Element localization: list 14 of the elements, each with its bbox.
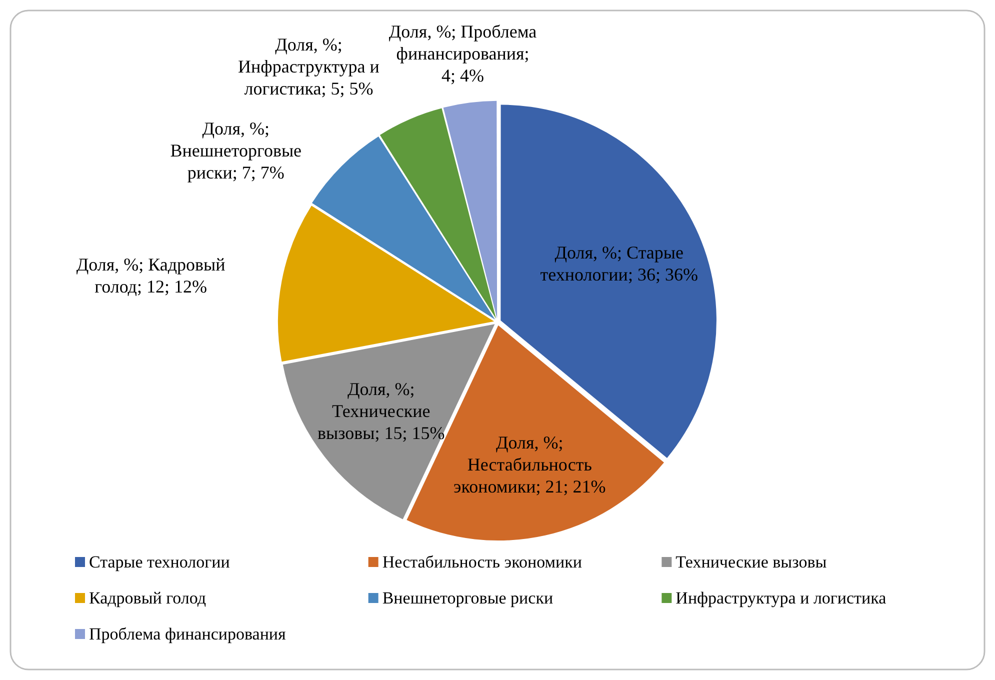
data-label: Доля, %; Внешнеторговые риски; 7; 7%	[170, 118, 302, 182]
data-label: Доля, %; Кадровый голод; 12; 12%	[76, 254, 226, 297]
data-label: Доля, %; Инфраструктура и логистика; 5; 5%	[238, 34, 380, 99]
legend-label: Кадровый голод	[89, 588, 206, 608]
legend-label: Старые технологии	[89, 552, 230, 572]
legend-label: Внешнеторговые риски	[382, 588, 554, 608]
data-label: Доля, %; Нестабильность экономики; 21; 21%	[454, 432, 606, 496]
legend-label: Инфраструктура и логистика	[676, 588, 887, 608]
legend-label: Проблема финансирования	[89, 624, 286, 644]
legend-label: Нестабильность экономики	[382, 552, 582, 572]
data-label: Доля, %; Старые технологии; 36; 36%	[540, 242, 698, 285]
data-label: Доля, %; Проблема финансирования; 4; 4%	[388, 22, 537, 86]
data-label: Доля, %; Технические вызовы; 15; 15%	[318, 379, 445, 444]
legend-label: Технические вызовы	[676, 552, 828, 572]
